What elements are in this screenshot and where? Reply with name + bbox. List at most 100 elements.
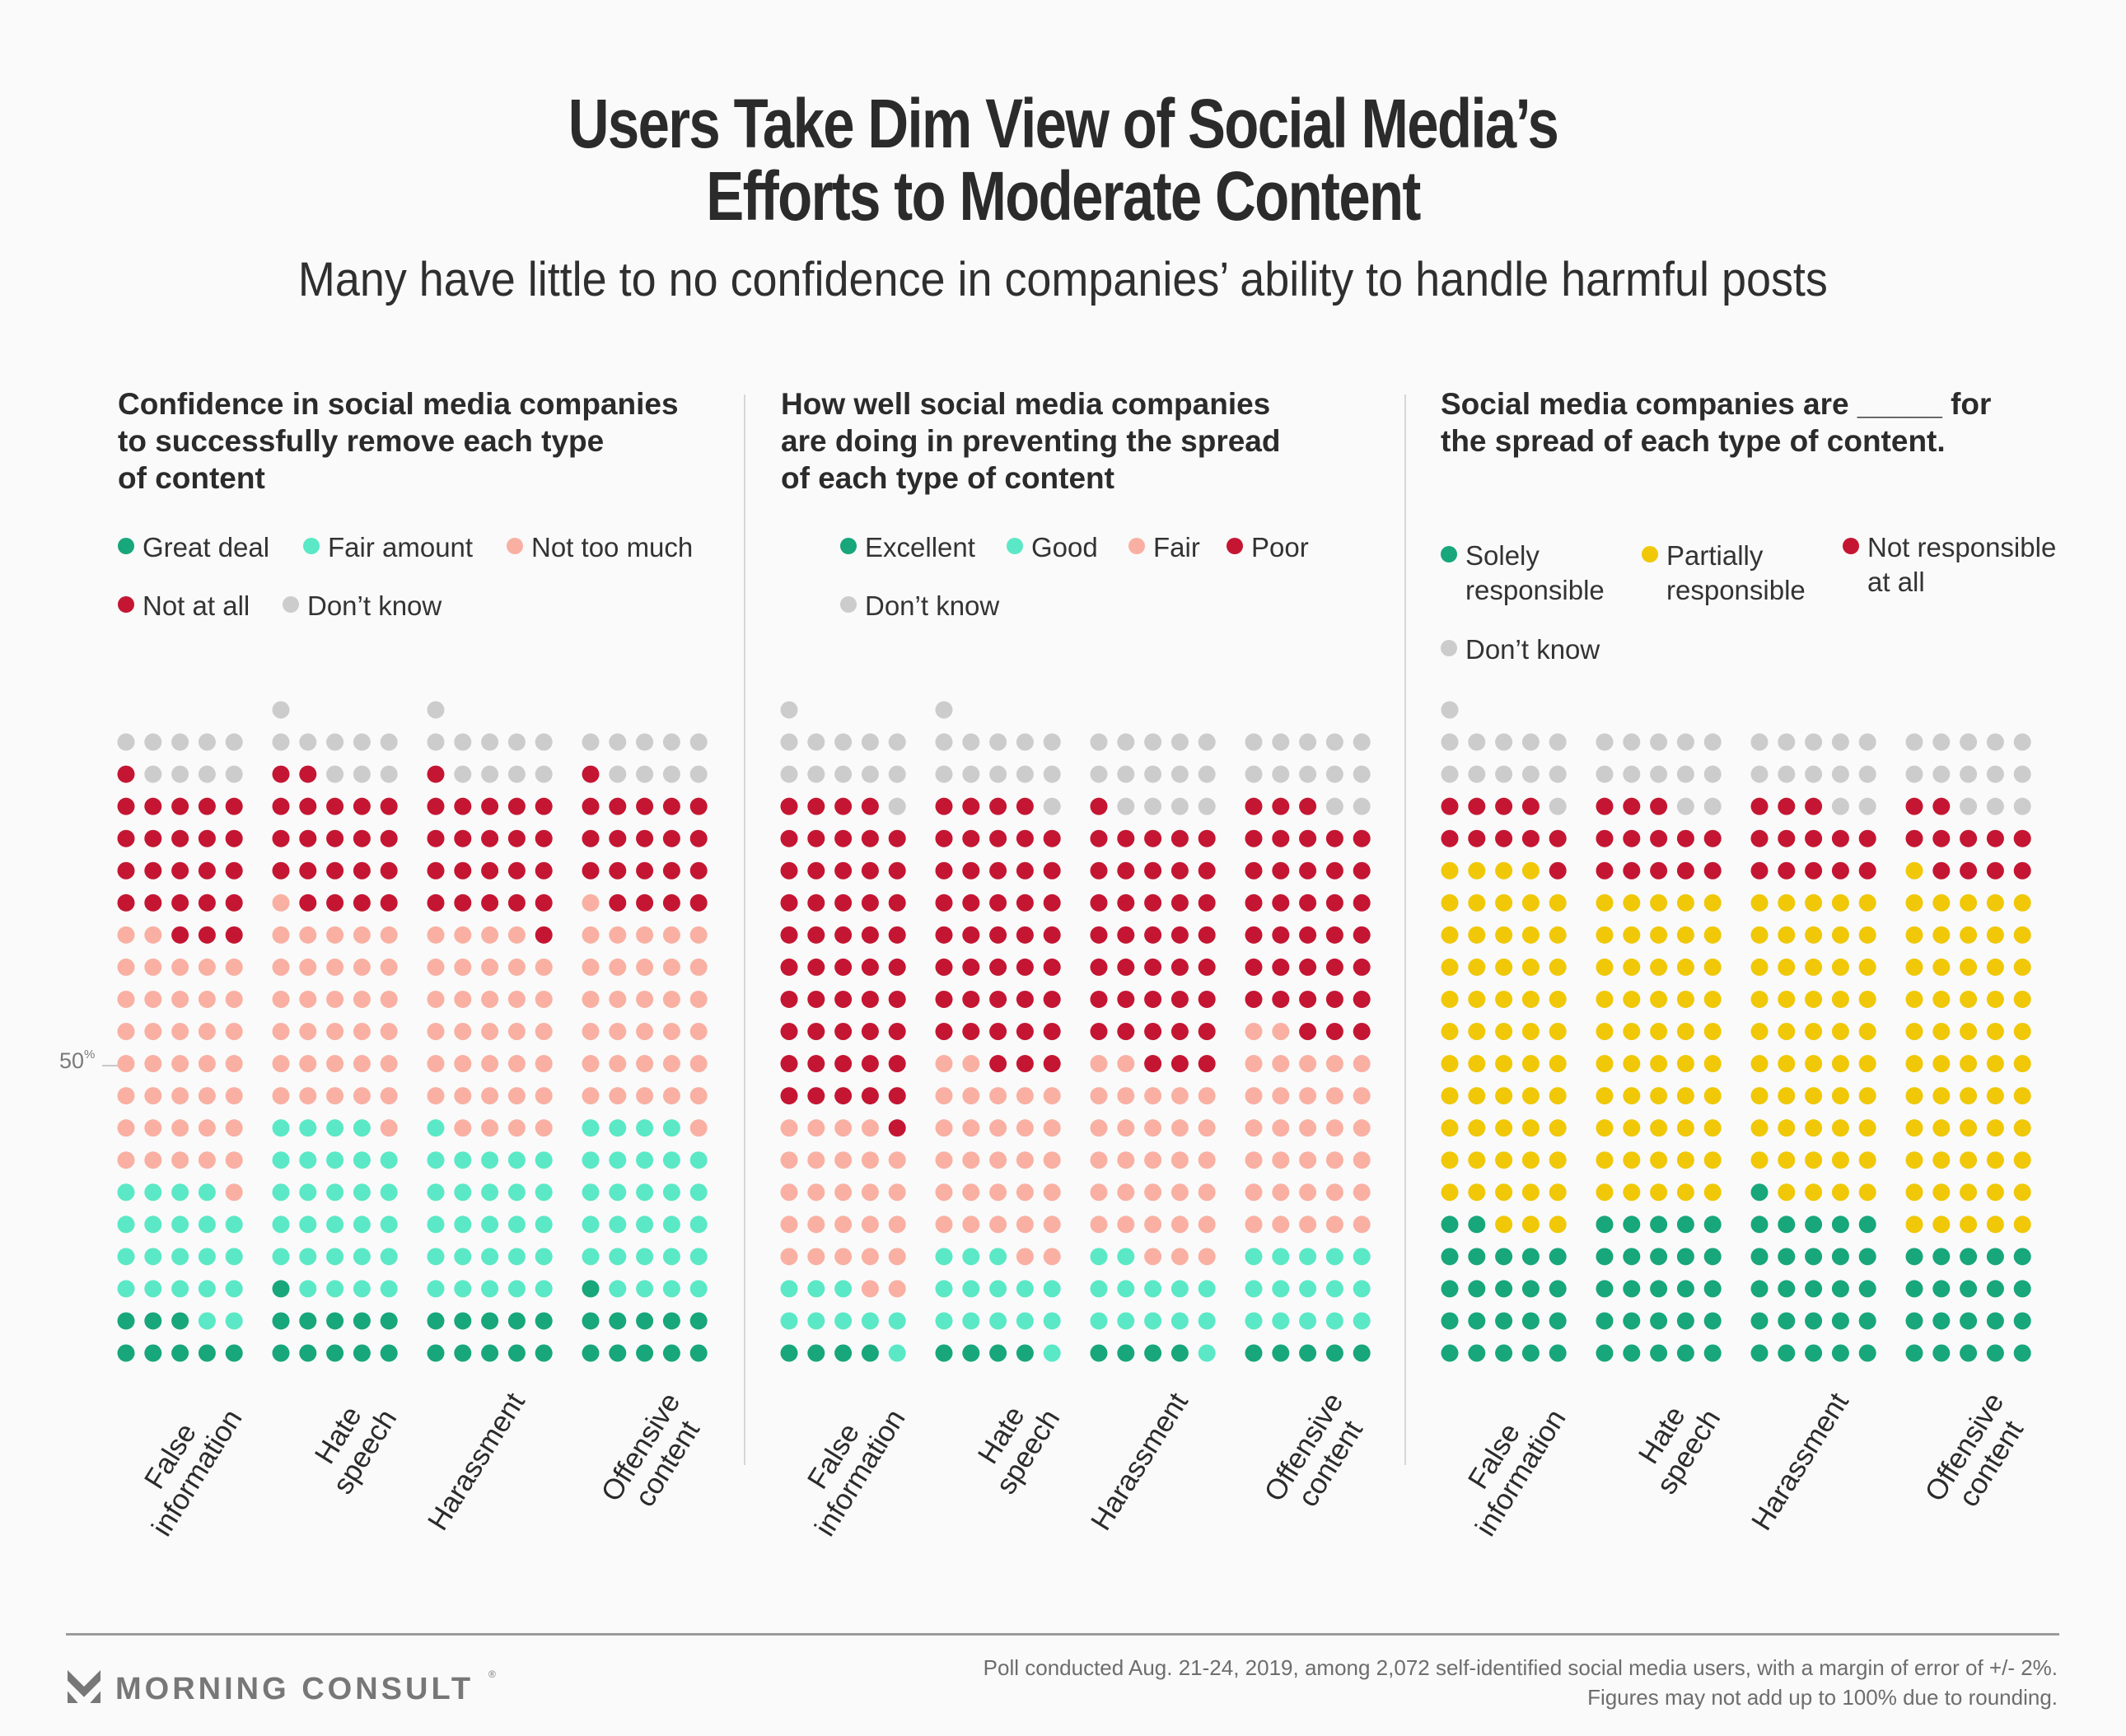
- dot-fair: [1144, 1151, 1162, 1169]
- dot-partially-responsible: [1831, 1023, 1849, 1040]
- dot-not-too-much: [481, 1119, 499, 1137]
- dot-not-too-much: [535, 1023, 553, 1040]
- dot-partially-responsible: [1549, 1183, 1567, 1202]
- dot-fair: [962, 1216, 980, 1234]
- dot-poor: [807, 829, 825, 847]
- dot-great-deal: [171, 1344, 189, 1362]
- dot-partially-responsible: [1905, 1087, 1923, 1105]
- rounding-note: Figures may not add up to 100% due to ro…: [1587, 1685, 2058, 1710]
- dot-not-at-all: [507, 829, 526, 847]
- dot-don-t-know: [1468, 765, 1486, 783]
- dot-not-at-all: [535, 926, 553, 944]
- dot-partially-responsible: [1831, 958, 1849, 976]
- dot-not-at-all: [144, 861, 162, 880]
- dot-poor: [1043, 990, 1061, 1008]
- legend-dot-icon: [1441, 640, 1457, 656]
- dot-fair: [935, 1151, 953, 1169]
- dot-not-too-much: [481, 926, 499, 944]
- dot-great-deal: [636, 1344, 654, 1362]
- dot-fair-amount: [662, 1183, 680, 1202]
- dot-great-deal: [481, 1344, 499, 1362]
- legend-dot-icon: [1128, 538, 1145, 554]
- dot-fair-amount: [171, 1216, 189, 1234]
- legend-label: Poor: [1251, 532, 1309, 562]
- dot-great-deal: [117, 1312, 135, 1330]
- panel-divider: [744, 394, 745, 1465]
- dot-don-t-know: [1778, 733, 1796, 751]
- dot-not-responsible-at-all: [1805, 829, 1823, 847]
- dot-don-t-know: [507, 733, 526, 751]
- dot-don-t-know: [1299, 765, 1317, 783]
- dot-fair-amount: [326, 1248, 344, 1266]
- dot-fair-amount: [225, 1248, 243, 1266]
- dot-not-too-much: [171, 1151, 189, 1169]
- dot-fair-amount: [198, 1248, 216, 1266]
- panel-2-heading: How well social media companies are doin…: [781, 385, 1407, 497]
- panel-2-column-harassment: [1090, 733, 1216, 1362]
- dot-fair-amount: [689, 1280, 708, 1298]
- dot-good: [1117, 1312, 1135, 1330]
- dot-poor: [807, 1055, 825, 1073]
- dot-poor: [1272, 990, 1290, 1008]
- dot-partially-responsible: [1805, 1183, 1823, 1202]
- dot-poor: [888, 1023, 906, 1040]
- dot-partially-responsible: [1778, 1023, 1796, 1040]
- dot-partially-responsible: [1650, 1119, 1668, 1137]
- dot-fair-amount: [171, 1183, 189, 1202]
- dot-partially-responsible: [1905, 1023, 1923, 1040]
- dot-don-t-know: [609, 765, 627, 783]
- dot-don-t-know: [1650, 765, 1668, 783]
- dot-not-responsible-at-all: [1521, 829, 1540, 847]
- dot-not-too-much: [636, 1087, 654, 1105]
- legend-label: Partially responsible: [1666, 540, 1806, 606]
- dot-don-t-know: [1170, 797, 1189, 815]
- dot-not-at-all: [507, 894, 526, 912]
- dot-partially-responsible: [1703, 1087, 1722, 1105]
- panel-1-heading-line: to successfully remove each type: [118, 424, 605, 458]
- dot-not-at-all: [117, 894, 135, 912]
- dot-solely-responsible: [1960, 1344, 1978, 1362]
- dot-not-too-much: [171, 1119, 189, 1137]
- dot-partially-responsible: [1468, 990, 1486, 1008]
- dot-don-t-know: [834, 765, 853, 783]
- dot-partially-responsible: [1441, 1023, 1459, 1040]
- reference-50-tick: [102, 1065, 118, 1066]
- dot-fair: [1245, 1087, 1263, 1105]
- dot-fair: [1043, 1151, 1061, 1169]
- dot-poor: [962, 1023, 980, 1040]
- dot-poor: [1272, 958, 1290, 976]
- dot-partially-responsible: [1623, 1119, 1641, 1137]
- dot-not-at-all: [609, 861, 627, 880]
- legend-label: Don’t know: [1465, 634, 1600, 665]
- dot-partially-responsible: [1831, 990, 1849, 1008]
- dot-fair: [1325, 1216, 1343, 1234]
- legend-dot-icon: [507, 538, 523, 554]
- dot-not-too-much: [427, 1023, 445, 1040]
- dot-don-t-know: [1676, 797, 1694, 815]
- dot-don-t-know: [1090, 765, 1108, 783]
- dot-good: [1043, 1344, 1061, 1362]
- dot-don-t-know: [1858, 765, 1876, 783]
- dot-excellent: [935, 1344, 953, 1362]
- legend-label-line: Not responsible: [1867, 532, 2057, 562]
- dot-don-t-know: [326, 765, 344, 783]
- dot-not-responsible-at-all: [1831, 829, 1849, 847]
- dot-don-t-know: [1805, 765, 1823, 783]
- dot-fair: [1090, 1119, 1108, 1137]
- dot-partially-responsible: [1468, 894, 1486, 912]
- dot-partially-responsible: [1650, 1183, 1668, 1202]
- dot-not-at-all: [171, 861, 189, 880]
- dot-not-at-all: [198, 861, 216, 880]
- dot-solely-responsible: [1650, 1248, 1668, 1266]
- dot-not-too-much: [144, 1087, 162, 1105]
- dot-poor: [1016, 1023, 1034, 1040]
- panel-1-heading-line: Confidence in social media companies: [118, 387, 679, 421]
- dot-don-t-know: [1272, 733, 1290, 751]
- dot-good: [1299, 1312, 1317, 1330]
- dot-not-too-much: [507, 1055, 526, 1073]
- dot-not-at-all: [353, 829, 371, 847]
- dot-fair-amount: [481, 1216, 499, 1234]
- legend-label: Not too much: [531, 532, 694, 562]
- dot-solely-responsible: [1858, 1344, 1876, 1362]
- dot-poor: [861, 990, 879, 1008]
